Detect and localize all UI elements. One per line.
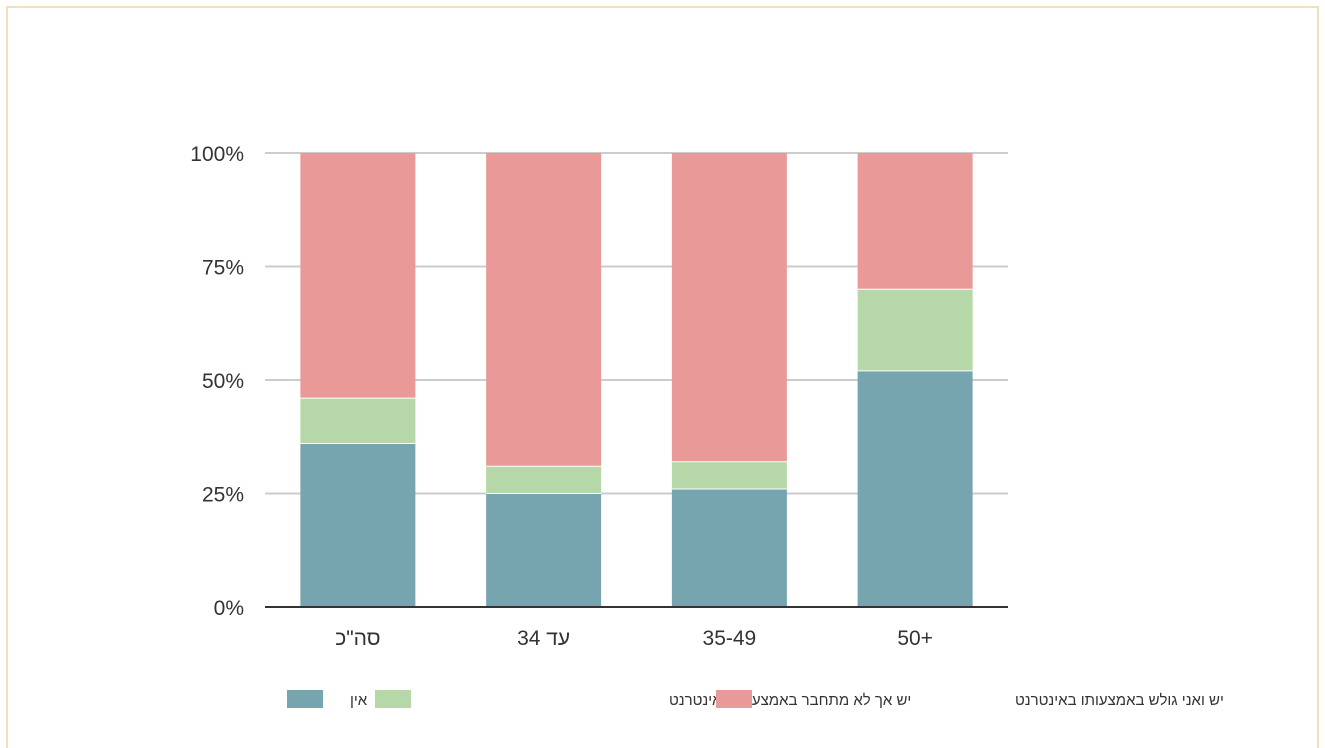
bar-segment-1-1: [486, 466, 602, 494]
bar-segment-1-0: [486, 493, 602, 607]
bar-segment-0-1: [300, 398, 416, 444]
bar-segment-0-0: [300, 443, 416, 607]
y-tick-label: 50%: [202, 370, 244, 393]
axes: 0% 25% 50% 75% 100% סה"כ עד 34 35-49 50+: [190, 143, 1008, 650]
x-category-label: 35-49: [703, 627, 757, 650]
y-tick-label: 25%: [202, 484, 244, 507]
legend: אין יש אך לא מתחבר באמצעותו לאינטרנט יש וא…: [287, 690, 1224, 709]
x-category-label: סה"כ: [335, 627, 380, 650]
legend-swatch-1: [375, 690, 411, 708]
bar-segment-2-1: [671, 461, 787, 489]
legend-swatch-2: [716, 690, 752, 708]
y-tick-label: 100%: [190, 143, 244, 166]
legend-swatch-0: [287, 690, 323, 708]
bar-segment-0-2: [300, 153, 416, 399]
legend-label-2: יש ואני גולש באמצעותו באינטרנט: [1015, 692, 1224, 709]
y-tick-label: 75%: [202, 257, 244, 280]
legend-label-0: אין: [350, 692, 368, 709]
bars: [300, 153, 973, 607]
x-category-label: 50+: [897, 627, 933, 650]
bar-segment-3-2: [857, 153, 973, 290]
bar-segment-1-2: [486, 153, 602, 467]
bar-segment-2-0: [671, 488, 787, 607]
bar-segment-3-0: [857, 370, 973, 607]
x-category-label: עד 34: [517, 627, 570, 650]
y-tick-label: 0%: [214, 597, 244, 620]
bar-segment-2-2: [671, 153, 787, 462]
legend-label-1: יש אך לא מתחבר באמצעותו לאינטרנט: [669, 692, 911, 709]
bar-segment-3-1: [857, 289, 973, 371]
chart-frame: [6, 6, 1319, 748]
